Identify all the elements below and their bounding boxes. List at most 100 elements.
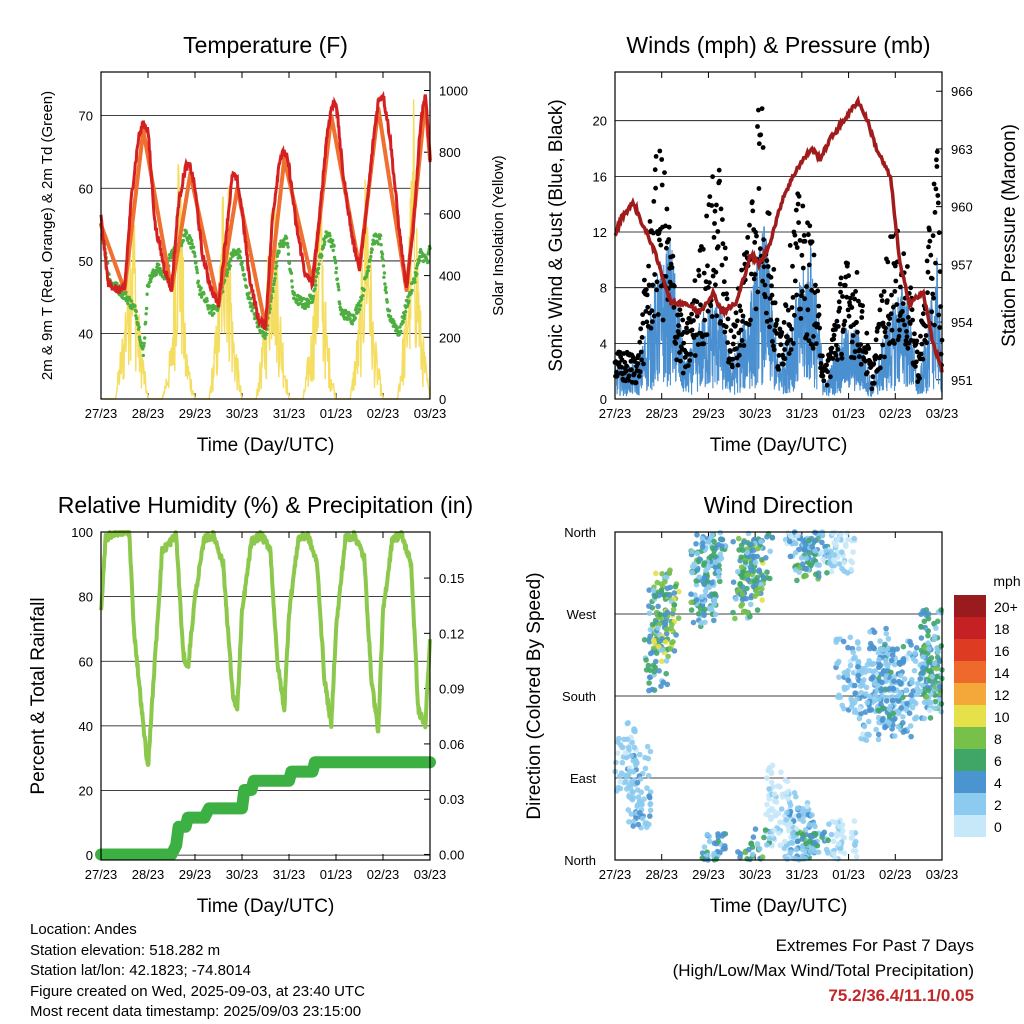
legend-label: 6 <box>994 753 1002 769</box>
gust-point <box>937 269 943 274</box>
gust-point <box>624 363 630 369</box>
gust-point <box>636 353 641 358</box>
legend-label: 16 <box>994 643 1010 659</box>
direction-point <box>783 817 789 823</box>
direction-point <box>759 854 766 860</box>
dewpoint-point <box>144 312 148 316</box>
y-tick-label: 50 <box>79 254 93 269</box>
gust-point <box>749 271 754 277</box>
gust-point <box>767 324 772 330</box>
dewpoint-point <box>275 254 279 258</box>
direction-point <box>912 715 918 722</box>
direction-point <box>890 685 897 692</box>
direction-point <box>858 710 864 717</box>
gust-point <box>762 282 768 288</box>
y-tick-label: North <box>564 853 596 868</box>
latlon-text: Station lat/lon: 42.1823; -74.8014 <box>30 962 252 979</box>
direction-point <box>676 588 682 595</box>
y-tick-label: 8 <box>600 281 607 296</box>
direction-point <box>690 619 697 626</box>
gust-point <box>778 342 784 348</box>
direction-point <box>828 831 835 838</box>
dewpoint-point <box>208 311 213 315</box>
x-tick-label: 28/23 <box>645 867 678 882</box>
dewpoint-point <box>417 258 421 262</box>
gust-point <box>787 323 793 329</box>
direction-point <box>768 769 775 776</box>
x-axis-label: Time (Day/UTC) <box>710 435 848 456</box>
direction-point <box>823 548 829 554</box>
gust-point <box>708 303 714 309</box>
direction-point <box>750 583 757 590</box>
direction-point <box>693 597 700 603</box>
x-tick-label: 30/23 <box>739 406 772 421</box>
gust-point <box>824 382 830 388</box>
gust-point <box>851 355 857 361</box>
gust-point <box>918 351 924 357</box>
dewpoint-point <box>371 238 375 242</box>
gust-point <box>710 273 716 279</box>
gust-point <box>771 347 777 353</box>
dewpoint-point <box>392 319 396 323</box>
direction-point <box>625 772 632 778</box>
direction-point <box>787 820 793 827</box>
gust-point <box>934 157 939 163</box>
gust-point <box>795 201 801 207</box>
dewpoint-point <box>181 238 185 243</box>
gust-point <box>739 267 744 273</box>
gust-point <box>659 157 665 162</box>
dewpoint-point <box>195 270 199 275</box>
dewpoint-point <box>272 282 276 286</box>
gust-point <box>796 220 801 226</box>
gust-point <box>716 167 722 173</box>
dewpoint-point <box>284 236 289 240</box>
gust-point <box>707 280 712 285</box>
direction-point <box>914 685 921 692</box>
dewpoint-point <box>134 309 138 314</box>
direction-point <box>847 662 854 669</box>
gust-point <box>799 293 804 299</box>
gust-point <box>844 294 850 300</box>
direction-point <box>715 574 722 580</box>
gust-point <box>745 235 751 240</box>
gust-point <box>711 235 717 240</box>
y-tick-label: 12 <box>593 225 607 240</box>
gust-point <box>756 107 761 113</box>
created-text: Figure created on Wed, 2025-09-03, at 23… <box>30 982 365 1000</box>
y-tick-label: 16 <box>593 169 607 184</box>
direction-point <box>921 715 928 722</box>
gust-point <box>752 240 758 245</box>
dewpoint-point <box>332 244 336 248</box>
direction-point <box>673 632 679 638</box>
gust-point <box>792 312 797 318</box>
gust-point <box>698 302 703 308</box>
direction-point <box>861 723 868 730</box>
gust-point <box>806 262 812 268</box>
direction-point <box>735 535 742 542</box>
dewpoint-point <box>331 238 335 243</box>
dewpoint-point <box>422 259 426 263</box>
direction-point <box>907 723 914 729</box>
direction-point <box>784 809 790 816</box>
direction-point <box>738 564 745 570</box>
direction-point <box>834 830 840 837</box>
gust-point <box>835 324 841 329</box>
direction-point <box>647 626 654 633</box>
direction-point <box>863 684 870 691</box>
gust-point <box>885 259 891 265</box>
gust-point <box>799 289 805 294</box>
gust-point <box>927 238 933 244</box>
x-tick-label: 29/23 <box>179 867 212 882</box>
direction-point <box>662 579 668 585</box>
location-text: Location: Andes <box>30 921 137 938</box>
x-tick-label: 01/23 <box>832 867 865 882</box>
gust-point <box>670 253 676 259</box>
gust-point <box>648 325 654 331</box>
gust-point <box>730 341 736 347</box>
dewpoint-point <box>139 341 144 345</box>
direction-point <box>877 638 883 644</box>
dewpoint-point <box>240 261 244 265</box>
gust-point <box>779 330 785 335</box>
gust-point <box>796 193 802 199</box>
